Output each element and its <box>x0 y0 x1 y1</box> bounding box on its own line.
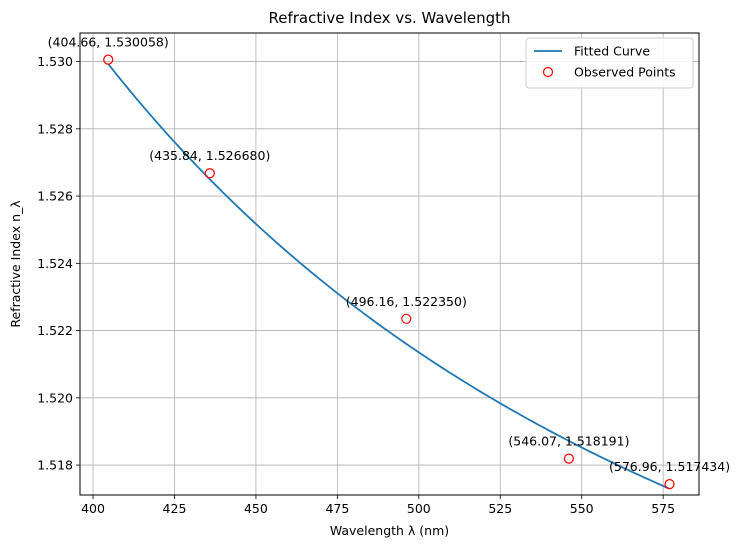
x-tick-label: 450 <box>244 501 268 516</box>
legend-box <box>525 37 694 89</box>
x-tick-label: 475 <box>325 501 349 516</box>
legend-fitted-curve-label: Fitted Curve <box>574 44 650 59</box>
observed-point <box>563 453 575 464</box>
y-axis-label: Refractive Index n_λ <box>8 200 23 328</box>
y-tick-label: 1.520 <box>37 390 73 405</box>
x-axis-label: Wavelength λ (nm) <box>330 523 449 538</box>
legend-observed-points-label: Observed Points <box>574 65 676 80</box>
point-annotation: (404.66, 1.530058) <box>48 35 169 50</box>
y-tick-label: 1.522 <box>37 323 73 338</box>
legend-observed-points-swatch <box>542 66 554 78</box>
observed-point <box>401 313 412 324</box>
y-axis-ticks: 1.518 1.520 1.522 1.524 1.526 1.528 1.530 <box>37 54 80 473</box>
grid-lines <box>80 33 699 495</box>
point-annotations: (404.66, 1.530058) (435.84, 1.526680) (496… <box>48 35 730 474</box>
plot-frame <box>79 32 700 496</box>
point-annotation: (546.07, 1.518191) <box>508 434 629 449</box>
x-tick-label: 400 <box>81 501 105 516</box>
point-annotation: (435.84, 1.526680) <box>149 148 270 163</box>
y-tick-label: 1.530 <box>37 54 73 69</box>
x-axis-ticks: 400 425 450 475 500 525 550 575 <box>81 495 675 516</box>
fitted-curve-line <box>107 63 670 490</box>
y-tick-label: 1.518 <box>37 458 73 473</box>
observed-point <box>103 54 114 65</box>
x-tick-label: 550 <box>570 501 594 516</box>
x-tick-label: 425 <box>163 501 187 516</box>
y-tick-label: 1.526 <box>37 189 73 204</box>
y-tick-label: 1.528 <box>37 121 73 136</box>
legend: Fitted Curve Observed Points <box>525 37 694 89</box>
chart-title: Refractive Index vs. Wavelength <box>268 9 510 27</box>
y-tick-label: 1.524 <box>37 256 73 271</box>
observed-points-layer <box>103 54 675 490</box>
fitted-curve-layer <box>107 63 670 490</box>
point-annotation: (496.16, 1.522350) <box>346 294 467 309</box>
x-tick-label: 500 <box>407 501 431 516</box>
x-tick-label: 525 <box>488 501 512 516</box>
observed-point <box>664 479 675 490</box>
observed-point <box>204 168 215 179</box>
point-annotation: (576.96, 1.517434) <box>609 459 730 474</box>
x-tick-label: 575 <box>651 501 675 516</box>
